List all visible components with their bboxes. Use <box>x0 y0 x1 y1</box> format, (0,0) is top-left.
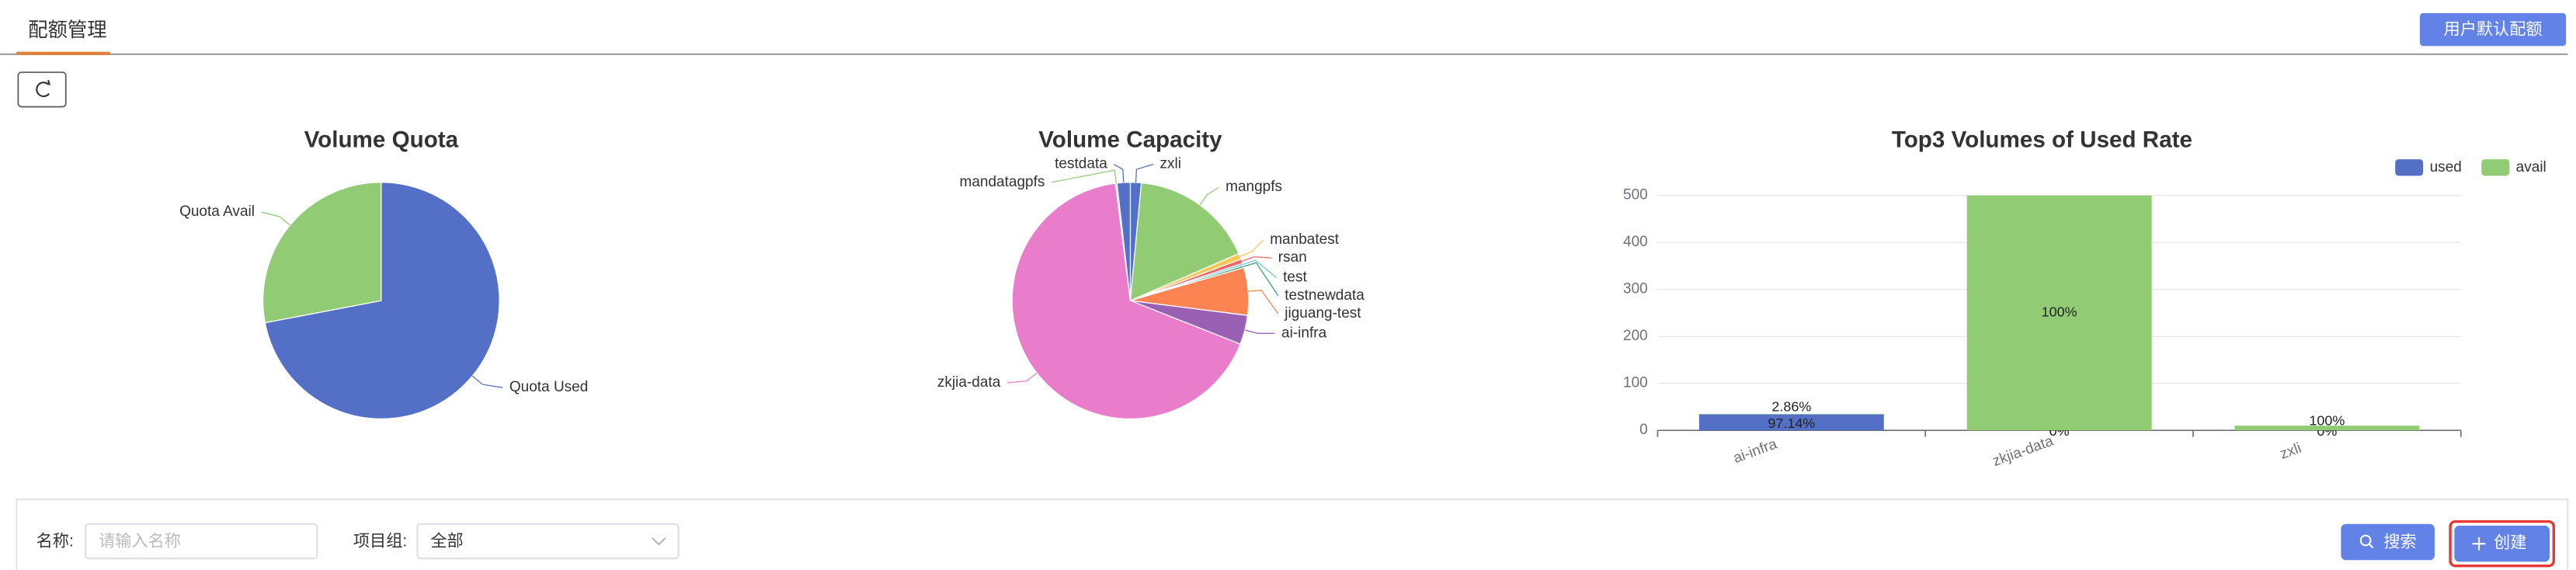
bar-label: 100% <box>2042 304 2077 320</box>
bar <box>2234 426 2420 431</box>
pie-label: manbatest <box>1270 231 1340 248</box>
chart-title: Top3 Volumes of Used Rate <box>1892 127 2192 153</box>
chart-title: Volume Capacity <box>1038 127 1222 153</box>
y-tick-label: 200 <box>1623 328 1648 344</box>
leader-line <box>1248 290 1279 315</box>
name-placeholder: 请输入名称 <box>99 532 181 551</box>
search-icon-handle <box>2369 543 2374 549</box>
y-tick-label: 500 <box>1623 187 1648 203</box>
leader-line <box>1241 256 1272 262</box>
pie-label: test <box>1283 269 1307 286</box>
create-button-label: 创建 <box>2494 534 2526 552</box>
pie-label: testdata <box>1055 156 1107 172</box>
plus-icon <box>2472 537 2486 551</box>
select-chevron <box>652 537 666 546</box>
pie-label: jiguang-test <box>1284 305 1361 321</box>
bar <box>1966 195 2152 431</box>
pie-label: Quota Avail <box>179 203 255 220</box>
pie-label: zxli <box>1160 156 1181 172</box>
refresh-icon-arrow <box>45 79 51 85</box>
highlight-box <box>2449 520 2556 568</box>
leader-line <box>1135 163 1154 182</box>
group-value: 全部 <box>430 532 463 551</box>
bar-label: 100% <box>2309 412 2345 428</box>
name-label: 名称: <box>37 532 74 551</box>
leader-line <box>1051 169 1117 183</box>
x-tick-label: zxli <box>2278 440 2303 463</box>
y-tick-label: 0 <box>1639 422 1648 438</box>
tab[interactable]: 配额管理 <box>28 19 106 41</box>
create-button[interactable] <box>2454 525 2550 562</box>
pie-slice <box>262 182 382 324</box>
pie-label: ai-infra <box>1281 325 1327 341</box>
pie-label: mandatagpfs <box>959 174 1045 190</box>
x-tick-label: ai-infra <box>1731 436 1779 467</box>
group-select[interactable] <box>416 523 680 560</box>
bar-label: 97.14% <box>1768 415 1815 431</box>
pie-label: mangpfs <box>1225 179 1282 195</box>
bar <box>1698 414 1884 431</box>
leader-line <box>1006 372 1038 384</box>
bar-label: 2.86% <box>1771 399 1811 415</box>
default-quota-button[interactable] <box>2419 12 2567 47</box>
y-tick-label: 400 <box>1623 234 1648 250</box>
x-tick-label: zkjia-data <box>1990 433 2056 470</box>
pie-slice <box>1011 182 1241 420</box>
pie-slice <box>264 182 500 419</box>
pie-label: Quota Used <box>509 379 588 395</box>
default-quota-button-label: 用户默认配额 <box>2444 20 2543 39</box>
leader-line <box>1199 186 1219 206</box>
pie-slice <box>1129 182 1240 302</box>
chart-title: Volume Quota <box>304 127 459 153</box>
leader-line <box>261 211 290 226</box>
name-input[interactable] <box>85 523 318 560</box>
group-label: 项目组: <box>353 532 407 551</box>
search-icon <box>2359 534 2372 547</box>
pie-label: rsan <box>1278 249 1307 266</box>
legend-label: used <box>2430 159 2462 176</box>
leader-line <box>1243 259 1278 278</box>
pie-label: testnewdata <box>1285 287 1364 304</box>
search-button[interactable] <box>2341 523 2435 561</box>
leader-line <box>1239 239 1264 257</box>
refresh-icon <box>36 82 50 98</box>
y-tick-label: 100 <box>1623 375 1648 391</box>
leader-line <box>1244 329 1275 335</box>
refresh-button[interactable] <box>17 71 67 108</box>
charts: Volume Quota Quota Used Quota Avail Volume … <box>179 127 2546 470</box>
leader-line <box>1243 262 1279 297</box>
pie-label: zkjia-data <box>937 374 1001 391</box>
legend-label: avail <box>2516 159 2546 176</box>
y-tick-label: 300 <box>1623 281 1648 297</box>
bar <box>1698 414 1884 415</box>
search-button-label: 搜索 <box>2383 533 2416 551</box>
legend-swatch <box>2395 159 2424 176</box>
leader-line <box>471 375 503 388</box>
leader-line <box>1113 163 1125 183</box>
legend-swatch <box>2481 159 2510 176</box>
